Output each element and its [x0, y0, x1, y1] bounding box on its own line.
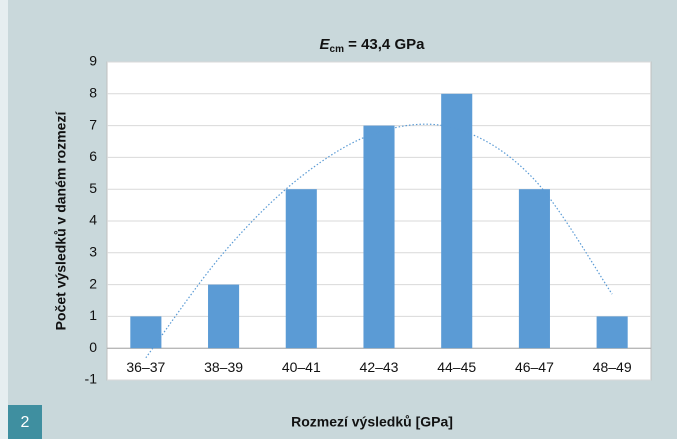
bar — [363, 125, 395, 349]
y-tick-label: 1 — [89, 307, 97, 323]
y-tick-label: -1 — [85, 371, 98, 387]
x-tick-label: 38–39 — [204, 359, 243, 375]
trendline — [145, 123, 613, 359]
y-tick-label: 0 — [89, 339, 97, 355]
y-tick-label: 8 — [89, 85, 97, 101]
title-subscript: cm — [330, 44, 345, 55]
title-text: = 43,4 GPa — [344, 36, 425, 53]
title-symbol: E — [320, 36, 331, 53]
x-tick-label: 36–37 — [126, 359, 165, 375]
chart-title: Ecm = 43,4 GPa — [320, 36, 426, 55]
y-tick-label: 9 — [89, 53, 97, 69]
bar — [441, 93, 473, 349]
x-axis-label: Rozmezí výsledků [GPa] — [291, 414, 453, 430]
y-tick-label: 6 — [89, 148, 97, 164]
y-axis-label: Počet výsledků v daném rozmezí — [53, 111, 69, 331]
x-tick-label: 42–43 — [360, 359, 399, 375]
y-tick-label: 7 — [89, 116, 97, 132]
y-tick-label: 5 — [89, 180, 97, 196]
bar — [596, 316, 628, 349]
page-number-box — [8, 405, 42, 439]
bar — [208, 284, 240, 349]
bar — [518, 189, 550, 349]
x-tick-label: 48–49 — [593, 359, 632, 375]
x-tick-label: 44–45 — [437, 359, 476, 375]
y-tick-label: 3 — [89, 244, 97, 260]
bar — [285, 189, 317, 349]
y-tick-label: 2 — [89, 275, 97, 291]
left-strip — [0, 0, 8, 439]
page-number: 2 — [21, 414, 30, 431]
x-tick-label: 40–41 — [282, 359, 321, 375]
x-tick-label: 46–47 — [515, 359, 554, 375]
y-tick-label: 4 — [89, 212, 97, 228]
